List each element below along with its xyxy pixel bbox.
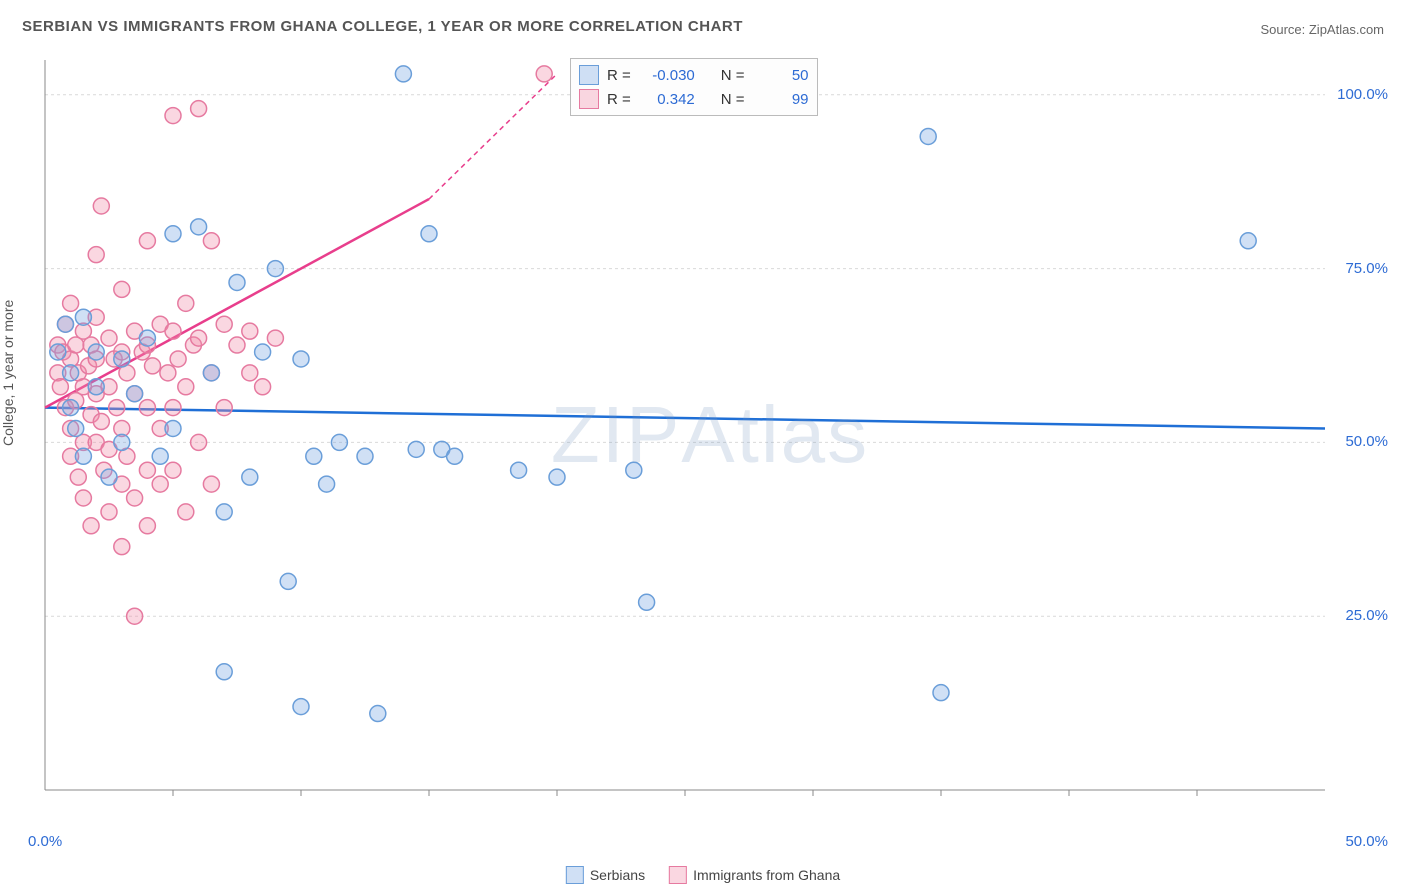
- y-tick-25: 25.0%: [1345, 607, 1388, 624]
- legend-label-serbians: Serbians: [590, 867, 645, 883]
- stats-N-label: N =: [721, 67, 745, 84]
- stats-N-label: N =: [721, 91, 745, 108]
- y-axis-label: College, 1 year or more: [0, 300, 16, 446]
- stats-R-ghana: 0.342: [639, 91, 695, 108]
- stats-N-serbians: 50: [753, 67, 809, 84]
- stats-R-label: R =: [607, 91, 631, 108]
- stats-row-serbians: R = -0.030 N = 50: [579, 63, 809, 87]
- stats-R-serbians: -0.030: [639, 67, 695, 84]
- legend-label-ghana: Immigrants from Ghana: [693, 867, 840, 883]
- legend-item-serbians: Serbians: [566, 866, 645, 884]
- legend-swatch-ghana: [669, 866, 687, 884]
- stats-R-label: R =: [607, 67, 631, 84]
- legend-swatch-serbians: [566, 866, 584, 884]
- x-tick-0: 0.0%: [28, 833, 62, 850]
- stats-legend: R = -0.030 N = 50 R = 0.342 N = 99: [570, 58, 818, 116]
- stats-N-ghana: 99: [753, 91, 809, 108]
- y-tick-50: 50.0%: [1345, 433, 1388, 450]
- chart-svg: [40, 50, 1380, 820]
- x-tick-50: 50.0%: [1345, 833, 1388, 850]
- legend-swatch-serbians: [579, 65, 599, 85]
- y-tick-75: 75.0%: [1345, 260, 1388, 277]
- legend-swatch-ghana: [579, 89, 599, 109]
- legend-item-ghana: Immigrants from Ghana: [669, 866, 840, 884]
- series-legend: Serbians Immigrants from Ghana: [566, 866, 840, 884]
- scatter-plot: ZIPAtlas R = -0.030 N = 50 R = 0.342 N =…: [40, 50, 1380, 820]
- source-attribution: Source: ZipAtlas.com: [1260, 22, 1384, 37]
- stats-row-ghana: R = 0.342 N = 99: [579, 87, 809, 111]
- y-tick-100: 100.0%: [1337, 86, 1388, 103]
- chart-title: SERBIAN VS IMMIGRANTS FROM GHANA COLLEGE…: [22, 18, 743, 35]
